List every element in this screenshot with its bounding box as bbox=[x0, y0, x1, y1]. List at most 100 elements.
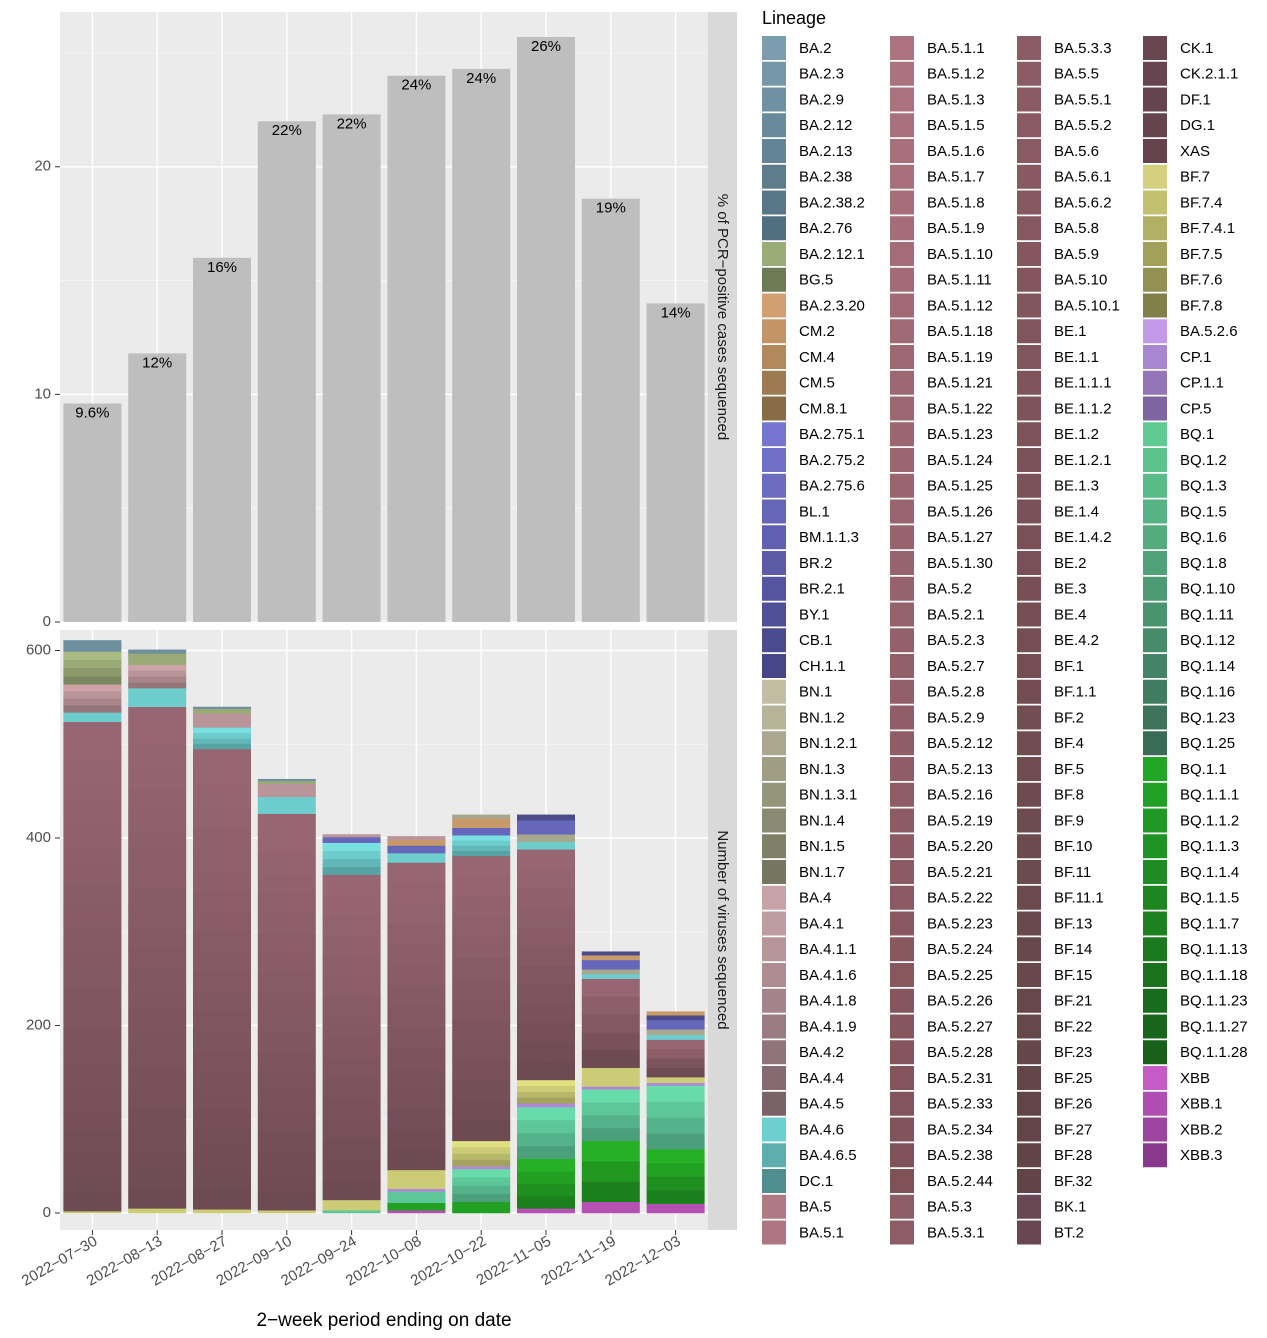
legend-swatch bbox=[1017, 757, 1041, 781]
legend-swatch bbox=[1017, 1040, 1041, 1065]
legend-label: BA.5.6.1 bbox=[1054, 169, 1112, 186]
legend-swatch bbox=[1143, 139, 1167, 163]
legend-item: BA.5.2.16 bbox=[890, 782, 993, 807]
legend-item: BK.1 bbox=[1017, 1194, 1087, 1219]
bottom-y-axis: 0 200 400 600 bbox=[26, 641, 60, 1221]
legend-swatch bbox=[890, 782, 914, 807]
stack-segment bbox=[322, 1210, 381, 1214]
legend-swatch bbox=[1017, 1194, 1041, 1219]
stack-segment bbox=[193, 1109, 251, 1130]
legend-label: BQ.1.1 bbox=[1180, 761, 1227, 778]
legend-item: DG.1 bbox=[1143, 113, 1215, 138]
legend-item: BA.4 bbox=[762, 885, 832, 910]
legend-label: BN.1.2.1 bbox=[799, 735, 857, 752]
legend-swatch bbox=[762, 190, 786, 215]
stack-segment bbox=[452, 1166, 511, 1170]
stack-segment bbox=[517, 906, 575, 927]
legend-item: BA.5.6 bbox=[1017, 139, 1099, 163]
legend-item: BN.1.7 bbox=[762, 860, 845, 884]
legend-title: Lineage bbox=[762, 8, 826, 28]
legend-label: BA.5.1.27 bbox=[927, 529, 993, 546]
bottom-y-tick-label: 0 bbox=[43, 1204, 51, 1221]
top-data-label: 22% bbox=[272, 122, 302, 139]
legend-swatch bbox=[1017, 1220, 1041, 1245]
legend-swatch bbox=[1143, 1117, 1167, 1142]
legend-swatch bbox=[1143, 782, 1167, 807]
stack-segment bbox=[581, 969, 640, 975]
stack-segment bbox=[646, 1029, 705, 1036]
legend-item: BF.13 bbox=[1017, 911, 1092, 936]
top-bar bbox=[581, 198, 640, 622]
legend-item: BA.5.2.44 bbox=[890, 1169, 993, 1193]
legend-label: BF.25 bbox=[1054, 1070, 1092, 1087]
stack-segment bbox=[63, 1211, 122, 1214]
stack-segment bbox=[128, 987, 187, 1008]
x-axis-title: 2−week period ending on date bbox=[256, 1310, 511, 1331]
stack-segment bbox=[452, 835, 511, 841]
stack-segment bbox=[646, 1067, 705, 1078]
legend-label: BA.5.2.26 bbox=[927, 993, 993, 1010]
legend-label: BA.5.10.1 bbox=[1054, 297, 1120, 314]
stack-segment bbox=[452, 1100, 511, 1121]
legend-label: XBB.3 bbox=[1180, 1147, 1223, 1164]
stack-segment bbox=[257, 1150, 316, 1171]
legend-swatch bbox=[762, 808, 786, 833]
legend-label: BA.2.76 bbox=[799, 220, 852, 237]
stack-segment bbox=[387, 1128, 446, 1150]
stack-segment bbox=[452, 1177, 511, 1186]
stack-segment bbox=[581, 1089, 640, 1103]
bottom-y-tick-label: 600 bbox=[26, 641, 51, 658]
stack-segment bbox=[581, 1140, 640, 1162]
top-data-label: 24% bbox=[401, 77, 431, 94]
legend-item: BQ.1.1.13 bbox=[1143, 937, 1248, 962]
legend-label: BA.5.1.1 bbox=[927, 40, 985, 57]
top-data-label: 12% bbox=[142, 354, 172, 371]
legend-item: BA.5.2.12 bbox=[890, 731, 993, 756]
legend-label: BA.5.1.11 bbox=[927, 272, 992, 289]
stack-segment bbox=[63, 1007, 122, 1028]
legend-item: BE.1.2.1 bbox=[1017, 448, 1112, 472]
stack-segment bbox=[63, 986, 122, 1008]
legend-label: BF.27 bbox=[1054, 1121, 1092, 1138]
stack-segment bbox=[387, 1067, 446, 1089]
legend-item: BA.5.1.19 bbox=[890, 345, 993, 369]
legend-swatch bbox=[762, 396, 786, 421]
stack-segment bbox=[63, 946, 122, 967]
legend-label: CM.4 bbox=[799, 349, 835, 366]
legend-label: CP.1.1 bbox=[1180, 375, 1224, 392]
stack-segment bbox=[387, 964, 446, 986]
legend-item: BA.5.1.26 bbox=[890, 499, 993, 524]
stack-segment bbox=[63, 659, 122, 669]
legend-label: BA.4.1.9 bbox=[799, 1018, 857, 1035]
x-axis: 2022−07−302022−08−132022−08−272022−09−10… bbox=[19, 1230, 684, 1290]
legend-item: CM.8.1 bbox=[762, 396, 847, 421]
stack-segment bbox=[128, 947, 187, 968]
legend-swatch bbox=[762, 370, 786, 395]
legend-swatch bbox=[1017, 396, 1041, 421]
legend-label: BA.5.1.9 bbox=[927, 220, 985, 237]
legend-label: BQ.1.1.5 bbox=[1180, 890, 1239, 907]
stack-segment bbox=[581, 1014, 640, 1033]
legend-label: BQ.1.1.18 bbox=[1180, 967, 1248, 984]
legend-label: BF.8 bbox=[1054, 787, 1084, 804]
legend-swatch bbox=[762, 911, 786, 936]
stack-segment bbox=[257, 1031, 316, 1052]
legend-label: XBB bbox=[1180, 1070, 1210, 1087]
legend-item: BA.5.2.28 bbox=[890, 1040, 993, 1065]
top-strip bbox=[708, 12, 737, 622]
legend-item: BA.5.2.24 bbox=[890, 937, 993, 962]
legend-item: BF.15 bbox=[1017, 963, 1092, 987]
legend-label: BF.15 bbox=[1054, 967, 1092, 984]
stack-segment bbox=[646, 1176, 705, 1191]
legend-item: BN.1.2 bbox=[762, 705, 845, 730]
legend-swatch bbox=[890, 808, 914, 833]
legend-label: BA.5.2.33 bbox=[927, 1096, 993, 1113]
legend-item: BQ.1.11 bbox=[1143, 602, 1234, 627]
stack-segment bbox=[193, 1149, 251, 1170]
legend-swatch bbox=[890, 705, 914, 730]
stack-segment bbox=[128, 1047, 187, 1069]
legend-label: BA.5.9 bbox=[1054, 246, 1099, 263]
legend-item: BA.2.12 bbox=[762, 113, 852, 138]
legend-label: BA.5.5 bbox=[1054, 66, 1099, 83]
stack-segment bbox=[452, 977, 511, 999]
